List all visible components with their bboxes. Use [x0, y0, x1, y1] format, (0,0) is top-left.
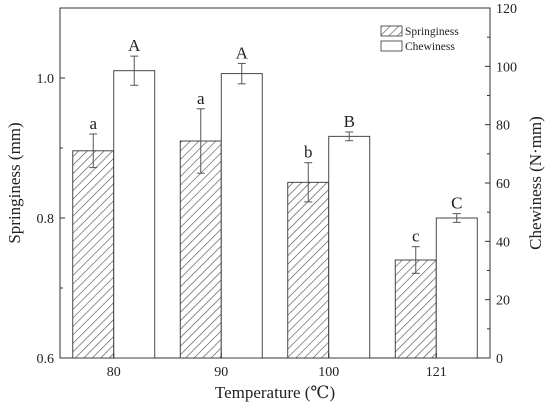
bar-springiness-100 [287, 181, 330, 359]
right-tick-label-100: 100 [496, 60, 517, 75]
left-tick-label-0.6: 0.6 [37, 352, 55, 367]
bar-springiness-80 [72, 150, 115, 359]
bar-chewiness-80 [113, 70, 156, 359]
significance-label-springiness-80: a [89, 114, 97, 133]
x-tick-label-80: 80 [107, 365, 121, 380]
legend: Springiness Chewiness [380, 25, 459, 53]
right-axis-ticks: 0 20 40 60 80 100 120 [485, 2, 517, 367]
significance-label-springiness-121: c [412, 227, 420, 246]
left-tick-label-1.0: 1.0 [37, 72, 55, 87]
right-tick-label-0: 0 [496, 352, 503, 367]
right-tick-label-20: 20 [496, 294, 510, 309]
right-tick-label-40: 40 [496, 235, 510, 250]
right-axis-title: Chewiness (N·mm) [526, 116, 545, 250]
significance-labels-layer: a Aa Ab Bc C [89, 36, 462, 246]
significance-label-springiness-100: b [304, 143, 313, 162]
legend-label-chewiness: Chewiness [405, 41, 455, 53]
x-tick-label-100: 100 [318, 365, 339, 380]
x-tick-label-121: 121 [426, 365, 447, 380]
significance-label-chewiness-80: A [128, 36, 141, 55]
left-tick-label-0.8: 0.8 [37, 212, 55, 227]
legend-swatch-springiness [380, 25, 403, 37]
legend-label-springiness: Springiness [405, 26, 459, 38]
significance-label-chewiness-121: C [451, 194, 462, 213]
significance-label-chewiness-90: A [236, 43, 249, 62]
legend-swatch-chewiness [380, 40, 403, 52]
left-axis-title: Springiness (mm) [5, 122, 24, 243]
right-tick-label-120: 120 [496, 2, 517, 17]
bar-chewiness-90 [220, 73, 263, 359]
x-axis-title: Temperature (℃) [215, 383, 335, 402]
x-axis-ticks: 80 90 100 121 [107, 353, 447, 380]
right-tick-label-80: 80 [496, 119, 510, 134]
bar-chewiness-100 [328, 135, 371, 359]
significance-label-chewiness-100: B [344, 112, 355, 131]
significance-label-springiness-90: a [197, 89, 205, 108]
bar-springiness-121 [394, 259, 437, 359]
error-bars-layer [89, 55, 461, 274]
bars-layer [72, 70, 478, 359]
bar-chewiness-121 [435, 217, 478, 359]
left-axis-ticks: 0.6 0.8 1.0 [37, 72, 65, 367]
x-tick-label-90: 90 [214, 365, 228, 380]
right-tick-label-60: 60 [496, 177, 510, 192]
